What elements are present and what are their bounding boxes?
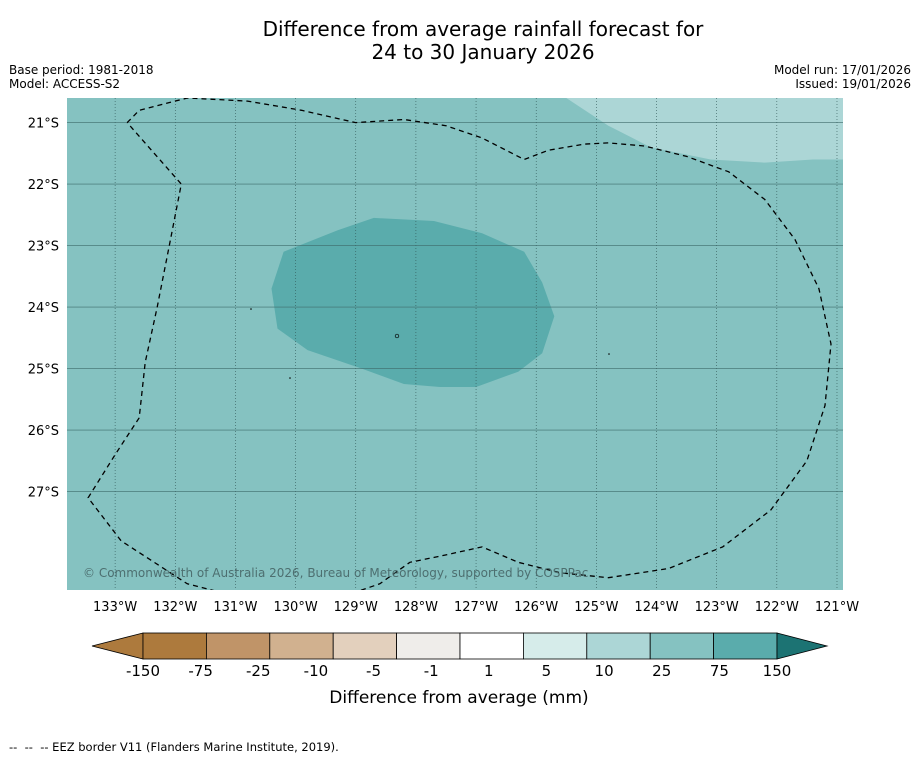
colorbar-tick-label: -5	[366, 662, 381, 680]
colorbar-segment	[269, 632, 334, 660]
colorbar-label: Difference from average (mm)	[329, 688, 588, 708]
longitude-axis: 133°W 132°W 131°W 130°W 129°W 128°W 127°W 126°W…	[93, 600, 859, 615]
chart-title: Difference from average rainfall forecas…	[0, 18, 919, 64]
issued-date: Issued: 19/01/2026	[795, 77, 911, 91]
eez-legend-note: -- -- -- EEZ border V11 (Flanders Marine…	[9, 740, 339, 754]
colorbar-segment	[713, 632, 778, 660]
title-line-2: 24 to 30 January 2026	[371, 40, 595, 64]
longitude-tick-label: 128°W	[394, 600, 438, 615]
longitude-tick-label: 124°W	[634, 600, 678, 615]
longitude-tick-label: 126°W	[514, 600, 558, 615]
colorbar-tick-label: -10	[304, 662, 329, 680]
model-name: Model: ACCESS-S2	[9, 77, 121, 91]
longitude-tick-label: 131°W	[213, 600, 257, 615]
colorbar-tick-label: 150	[763, 662, 792, 680]
island-marker	[608, 353, 610, 355]
colorbar-tick-label: -1	[424, 662, 439, 680]
copyright-text: © Commonwealth of Australia 2026, Bureau…	[83, 566, 589, 580]
map-gridlines	[67, 98, 843, 590]
anomaly-region-25-75	[271, 217, 555, 387]
longitude-tick-label: 129°W	[334, 600, 378, 615]
longitude-tick-label: 122°W	[755, 600, 799, 615]
latitude-tick-label: 25°S	[28, 363, 59, 378]
colorbar-tick-label: 10	[595, 662, 614, 680]
latitude-tick-label: 27°S	[28, 486, 59, 501]
anomaly-region-5-10	[566, 98, 843, 163]
colorbar-tick-label: -75	[188, 662, 213, 680]
longitude-tick-label: 125°W	[574, 600, 618, 615]
colorbar-tick-label: 75	[710, 662, 729, 680]
latitude-tick-label: 22°S	[28, 178, 59, 193]
colorbar-segment	[459, 632, 524, 660]
colorbar-tick-label: 25	[652, 662, 671, 680]
colorbar-segment	[396, 632, 461, 660]
longitude-tick-label: 133°W	[93, 600, 137, 615]
meta-left: Base period: 1981-2018 Model: ACCESS-S2	[9, 63, 154, 91]
eez-border-line	[87, 98, 832, 590]
colorbar-tick-label: -150	[126, 662, 160, 680]
latitude-axis: 21°S 22°S 23°S 24°S 25°S 26°S 27°S	[28, 117, 59, 501]
colorbar-segment	[332, 632, 398, 660]
colorbar-segment	[523, 632, 588, 660]
colorbar-segment	[205, 632, 271, 660]
colorbar-segment	[586, 632, 651, 660]
colorbar-segment	[142, 632, 207, 660]
latitude-tick-label: 21°S	[28, 117, 59, 132]
colorbar-extend-high	[776, 632, 829, 660]
latitude-tick-label: 26°S	[28, 424, 59, 439]
colorbar-tick-label: -25	[246, 662, 271, 680]
longitude-tick-label: 132°W	[153, 600, 197, 615]
longitude-tick-label: 130°W	[274, 600, 318, 615]
longitude-tick-label: 121°W	[815, 600, 859, 615]
longitude-tick-label: 123°W	[695, 600, 739, 615]
island-marker	[250, 308, 252, 310]
meta-right: Model run: 17/01/2026 Issued: 19/01/2026	[774, 63, 911, 91]
colorbar-segment	[649, 632, 715, 660]
colorbar-tick-label: 5	[542, 662, 552, 680]
latitude-tick-label: 23°S	[28, 240, 59, 255]
model-run: Model run: 17/01/2026	[773, 63, 911, 77]
longitude-tick-label: 127°W	[454, 600, 498, 615]
colorbar-tick-label: 1	[484, 662, 494, 680]
title-line-1: Difference from average rainfall forecas…	[262, 17, 704, 41]
colorbar-extend-low	[91, 632, 144, 660]
latitude-tick-label: 24°S	[28, 301, 59, 316]
base-period: Base period: 1981-2018	[9, 63, 154, 77]
map-plot-area	[67, 98, 843, 590]
colorbar: -150 -75 -25 -10 -5 -1 1 5 10 25 75 150	[91, 632, 829, 680]
island-marker	[394, 333, 400, 339]
island-marker	[289, 377, 291, 379]
